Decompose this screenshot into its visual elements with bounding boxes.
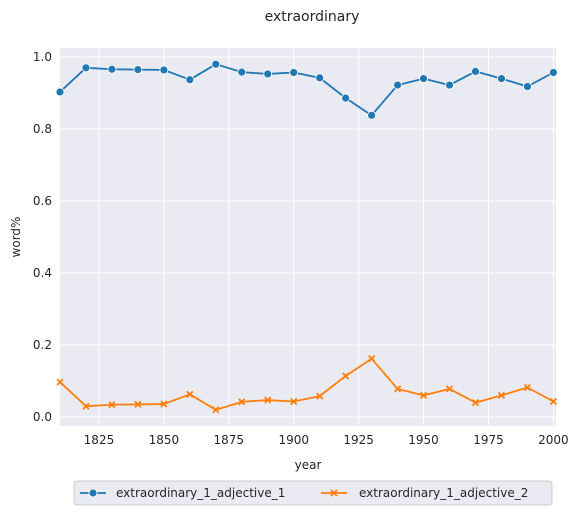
legend: extraordinary_1_adjective_1 extraordinar… (73, 480, 553, 506)
series-1-point (237, 67, 247, 77)
series-2-point (342, 372, 350, 380)
series-1-point (81, 63, 91, 73)
series-2-point (497, 391, 506, 400)
series-1-point (549, 68, 558, 77)
series-1-point (497, 74, 506, 83)
y-tick-label: 0.4 (33, 266, 52, 280)
chart-title: extraordinary (265, 9, 360, 25)
series-1-point (211, 59, 221, 69)
series-2-point (471, 398, 480, 407)
series-2-point (419, 391, 428, 400)
y-axis-ticks: 0.0 0.2 0.4 0.6 0.8 1.0 (33, 50, 52, 424)
series-1-point (367, 110, 377, 120)
series-2-point (56, 378, 64, 386)
plot-area (60, 48, 556, 426)
series-1-point (263, 69, 273, 79)
series-1-point (315, 73, 325, 83)
series-2-point (186, 390, 194, 398)
series-2 (56, 355, 558, 414)
y-axis-label: word% (9, 217, 23, 258)
series-2-point (238, 398, 246, 406)
series-2-line (59, 357, 554, 411)
gridlines (60, 48, 556, 426)
series-1-point (445, 80, 454, 90)
series-1-point (289, 68, 299, 77)
series-2-point (134, 400, 142, 409)
series-2-point (108, 401, 116, 409)
series-2-point (264, 396, 272, 404)
legend-marker-series-1 (88, 488, 98, 498)
series-2-point (82, 402, 90, 410)
series-2-point (523, 383, 532, 392)
x-tick-label: 1850 (149, 433, 180, 447)
series-1-point (419, 74, 428, 83)
series-2-point (212, 406, 220, 414)
y-tick-label: 0.8 (33, 122, 52, 136)
x-tick-label: 1925 (343, 433, 374, 447)
x-tick-label: 1875 (214, 433, 245, 447)
series-1 (55, 59, 558, 120)
legend-box (73, 480, 553, 506)
series-layer (55, 59, 558, 414)
x-axis-label: year (295, 458, 322, 472)
legend-label-series-2: extraordinary_1_adjective_2 (359, 486, 528, 500)
x-axis-ticks: 1825 1850 1875 1900 1925 1950 1975 2000 (84, 433, 569, 447)
series-1-point (133, 65, 143, 74)
series-1-point (393, 80, 402, 90)
series-2-point (393, 385, 402, 393)
series-2-point (549, 397, 558, 406)
y-tick-label: 0.2 (33, 338, 52, 352)
y-tick-label: 0.6 (33, 194, 52, 208)
series-1-point (55, 87, 65, 97)
x-tick-label: 1825 (84, 433, 115, 447)
series-2-point (445, 385, 454, 393)
series-1-point (159, 65, 169, 75)
series-2-point (290, 397, 298, 406)
y-tick-label: 0.0 (33, 410, 52, 424)
x-tick-label: 1950 (408, 433, 439, 447)
series-2-point (367, 355, 376, 363)
x-tick-label: 1900 (278, 433, 309, 447)
series-2-point (160, 400, 168, 408)
series-1-point (185, 75, 195, 85)
legend-label-series-1: extraordinary_1_adjective_1 (116, 486, 285, 500)
series-2-point (316, 392, 324, 400)
y-tick-label: 1.0 (33, 50, 52, 64)
x-tick-label: 1975 (473, 433, 504, 447)
legend-marker-series-2 (330, 489, 338, 497)
series-1-point (523, 82, 532, 91)
series-1-point (471, 67, 480, 76)
series-1-point (107, 64, 117, 74)
series-1-point (341, 93, 351, 103)
x-tick-label: 2000 (538, 433, 569, 447)
